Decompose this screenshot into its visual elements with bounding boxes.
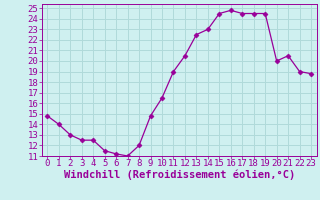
X-axis label: Windchill (Refroidissement éolien,°C): Windchill (Refroidissement éolien,°C) xyxy=(64,170,295,180)
